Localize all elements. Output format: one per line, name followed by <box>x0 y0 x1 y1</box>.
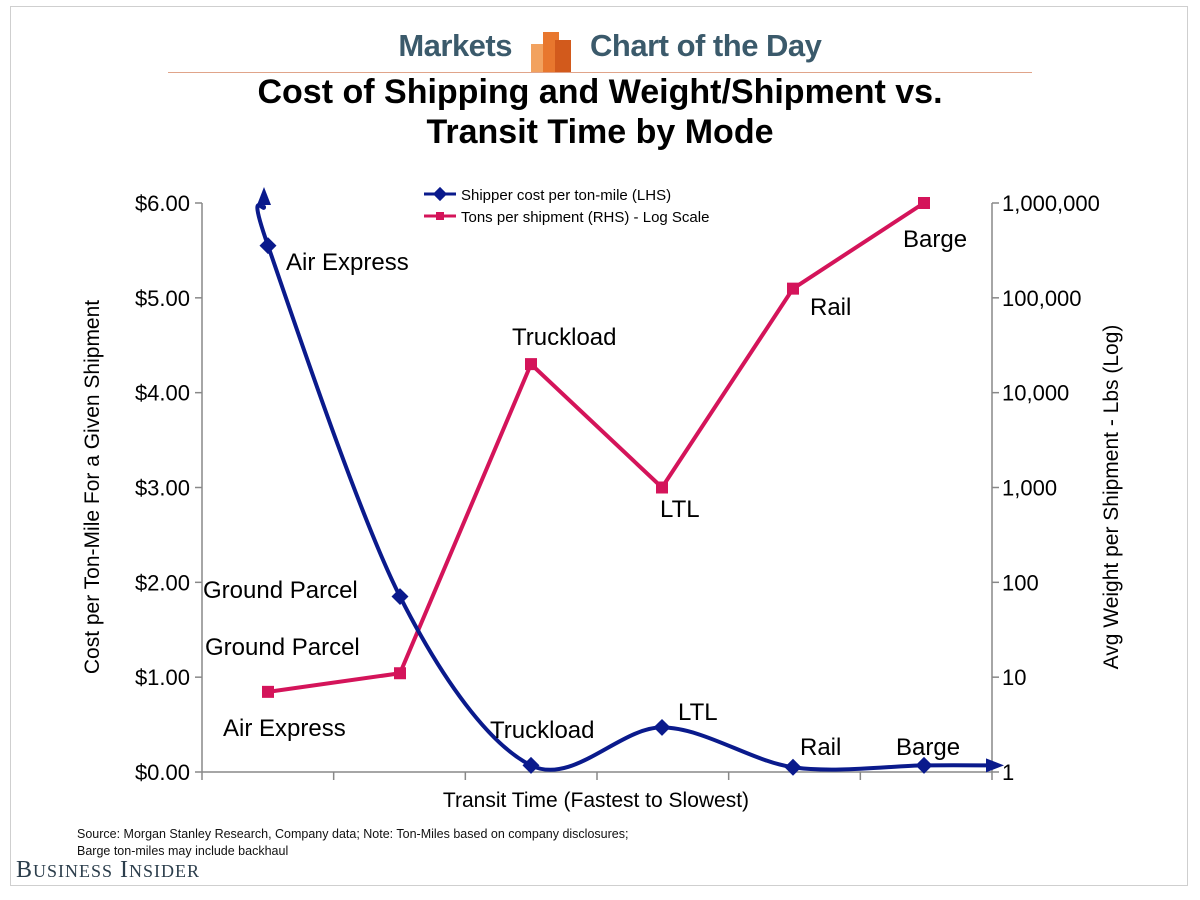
banner: Markets Chart of the Day <box>0 14 1200 74</box>
left-tick-label: $5.00 <box>135 286 190 311</box>
data-point-tons <box>394 667 406 680</box>
chart-frame <box>10 6 1188 886</box>
data-label-tons: Ground Parcel <box>205 634 360 661</box>
chart-title: Cost of Shipping and Weight/Shipment vs.… <box>0 72 1200 152</box>
data-point-cost <box>259 237 277 255</box>
right-tick-label: 1,000 <box>1002 476 1057 501</box>
data-point-cost <box>784 758 802 776</box>
data-point-tons <box>525 358 537 371</box>
legend-label-weight: Tons per shipment (RHS) - Log Scale <box>461 209 709 226</box>
right-tick-label: 10,000 <box>1002 381 1069 406</box>
data-label-cost: Air Express <box>286 249 409 276</box>
right-tick-label: 100 <box>1002 570 1039 595</box>
data-point-tons <box>918 197 930 209</box>
left-tick-label: $3.00 <box>135 476 190 501</box>
right-tick-label: 100,000 <box>1002 286 1082 311</box>
chart-title-line-1: Cost of Shipping and Weight/Shipment vs. <box>257 73 943 111</box>
data-label-cost: Ground Parcel <box>203 577 358 604</box>
brand-wordmark: BUSINESS INSIDER <box>16 857 201 883</box>
data-label-tons: Truckload <box>512 324 616 351</box>
left-tick-label: $4.00 <box>135 381 190 406</box>
right-axis-title: Avg Weight per Shipment - Lbs (Log) <box>1100 325 1123 670</box>
left-tick-label: $6.00 <box>135 191 190 216</box>
legend-marker-cost <box>432 186 448 202</box>
left-axis-title: Cost per Ton-Mile For a Given Shipment <box>81 300 104 674</box>
data-point-cost <box>522 756 540 774</box>
data-point-tons <box>262 685 274 698</box>
data-label-tons: Rail <box>810 294 851 321</box>
data-label-tons: Air Express <box>223 715 346 742</box>
bar-stack-logo-icon <box>531 32 571 72</box>
x-axis-title: Transit Time (Fastest to Slowest) <box>443 789 749 812</box>
series-line-tons-per-shipment <box>267 201 926 694</box>
data-label-cost: Truckload <box>490 717 594 744</box>
right-tick-label: 10 <box>1002 665 1026 690</box>
right-tick-label: 1 <box>1002 760 1014 785</box>
series-line-cost-per-ton-mile <box>255 203 994 772</box>
left-tick-label: $0.00 <box>135 760 190 785</box>
data-point-tons <box>656 481 668 494</box>
arrow-right-icon <box>986 758 1004 773</box>
data-point-cost <box>653 718 671 736</box>
data-point-tons <box>787 282 799 295</box>
data-label-cost: Barge <box>896 734 960 761</box>
chart-title-line-2: Transit Time by Mode <box>426 113 774 151</box>
legend-label-cost: Shipper cost per ton-mile (LHS) <box>461 187 671 204</box>
section-label-markets[interactable]: Markets <box>398 28 512 63</box>
data-label-cost: Rail <box>800 734 841 761</box>
left-tick-label: $1.00 <box>135 665 190 690</box>
data-point-cost <box>915 756 933 774</box>
data-point-cost <box>391 588 409 606</box>
data-label-cost: LTL <box>678 699 718 726</box>
left-tick-label: $2.00 <box>135 570 190 595</box>
right-tick-label: 1,000,000 <box>1002 191 1100 216</box>
header-divider <box>168 72 1032 73</box>
data-label-tons: LTL <box>660 496 700 523</box>
section-label-chart-of-the-day[interactable]: Chart of the Day <box>590 28 822 63</box>
data-label-tons: Barge <box>903 226 967 253</box>
legend-marker-weight <box>436 212 444 220</box>
arrow-up-icon <box>257 187 271 205</box>
source-note: Source: Morgan Stanley Research, Company… <box>77 827 629 858</box>
